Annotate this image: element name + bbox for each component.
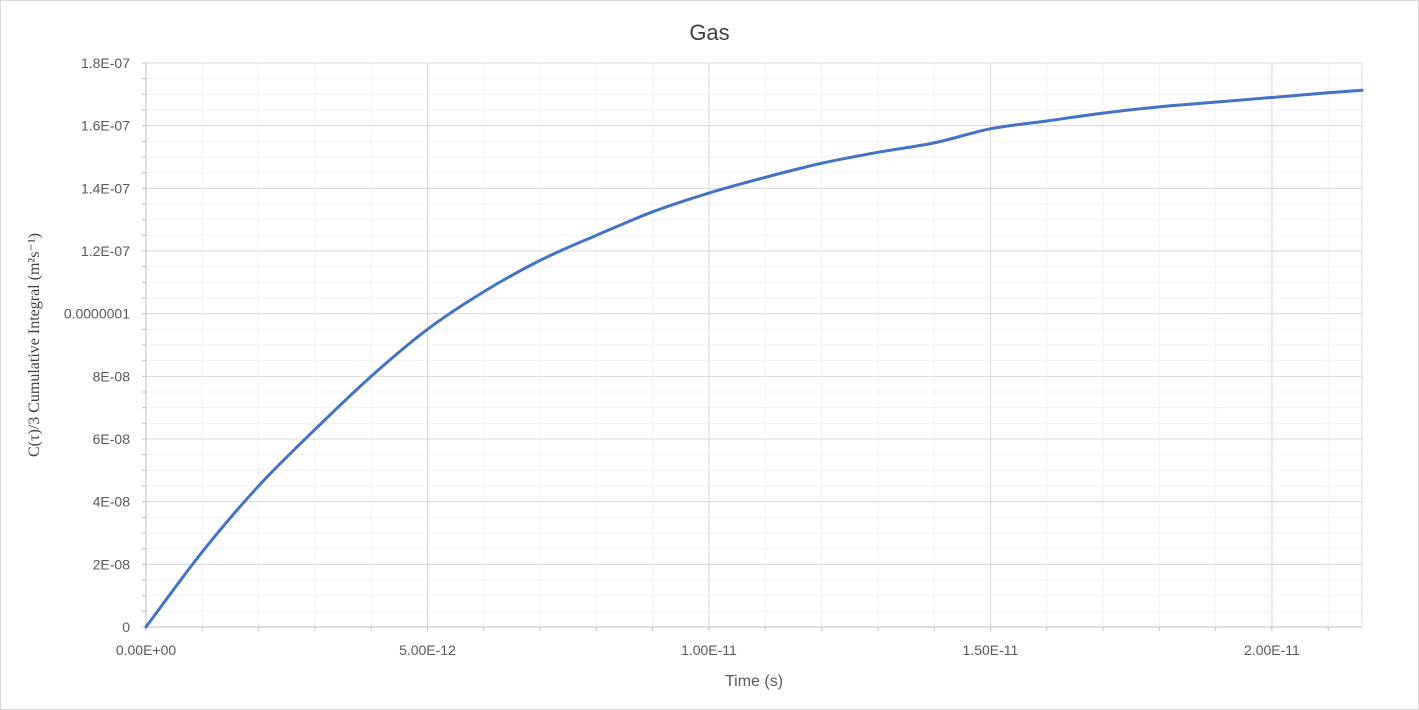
series-line [144,88,1364,629]
y-tick-label: 1.8E-07 [81,55,130,71]
y-tick-label: 4E-08 [93,494,131,510]
y-axis-title: C(τ)/3 Cumulative Integral (m²s⁻¹) [26,233,43,457]
y-tick-label: 0 [122,619,130,635]
y-tick-label: 6E-08 [93,431,131,447]
x-tick-label: 5.00E-12 [399,642,456,658]
y-tick-label: 1.2E-07 [81,243,130,259]
y-tick-label: 8E-08 [93,368,131,384]
y-tick-label: 0.0000001 [64,306,130,322]
y-tick-label: 1.4E-07 [81,180,130,196]
chart-title: Gas [689,20,730,45]
x-tick-label: 1.00E-11 [681,642,737,658]
x-axis-title: Time (s) [725,673,783,690]
y-tick-label: 2E-08 [93,556,131,572]
x-tick-label: 1.50E-11 [963,642,1019,658]
y-tick-label: 1.6E-07 [81,118,130,134]
x-tick-label: 2.00E-11 [1244,642,1300,658]
x-tick-label: 0.00E+00 [116,642,177,658]
